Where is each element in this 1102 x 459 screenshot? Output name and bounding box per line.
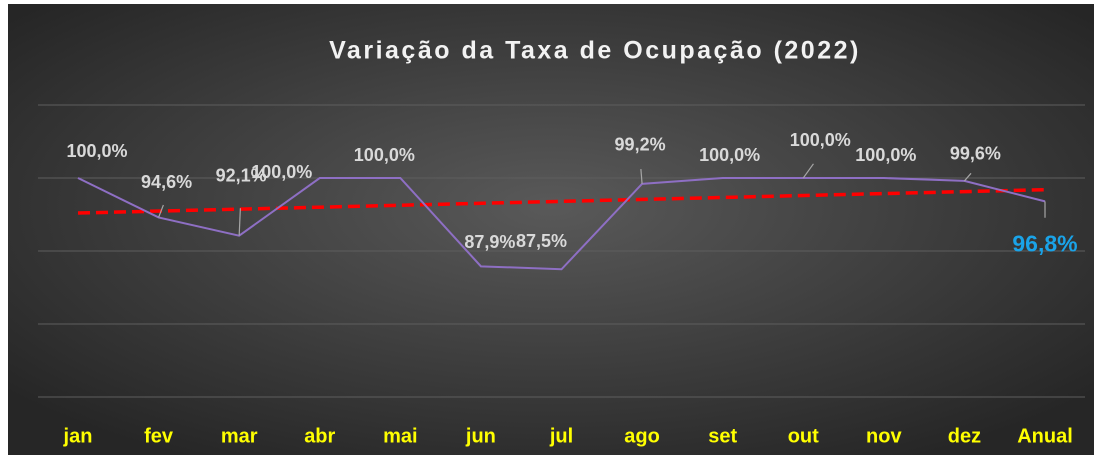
data-label: 99,2%: [615, 135, 666, 155]
x-tick-label: jul: [549, 425, 573, 447]
leader-line: [640, 168, 643, 184]
data-label: 87,9%: [464, 232, 515, 252]
leader-line: [158, 204, 164, 218]
x-tick-label: fev: [144, 425, 174, 447]
data-label: 100,0%: [790, 130, 851, 150]
x-tick-label: jun: [465, 425, 496, 447]
x-tick-label: out: [788, 425, 819, 447]
data-label: 100,0%: [855, 145, 916, 165]
data-label: 100,0%: [699, 145, 760, 165]
x-tick-label: jan: [63, 425, 93, 447]
background: [8, 4, 1094, 455]
x-tick-label: dez: [948, 425, 981, 447]
x-tick-label: nov: [866, 425, 902, 447]
data-label: 100,0%: [354, 145, 415, 165]
x-tick-label: mai: [383, 425, 417, 447]
x-tick-label: set: [708, 425, 737, 447]
data-label: 94,6%: [141, 172, 192, 192]
leader-line: [238, 208, 241, 236]
x-tick-label: ago: [624, 425, 660, 447]
x-tick-label: abr: [304, 425, 335, 447]
leader-line: [963, 172, 972, 182]
data-label: 99,6%: [950, 144, 1001, 164]
data-label: 100,0%: [251, 162, 312, 182]
data-label: 96,8%: [1012, 230, 1077, 256]
leader-line: [802, 163, 814, 179]
data-label: 92,1%: [216, 165, 267, 185]
x-tick-label: Anual: [1017, 425, 1073, 447]
data-label: 100,0%: [66, 141, 127, 161]
data-label: 87,5%: [516, 231, 567, 251]
x-tick-label: mar: [221, 425, 258, 447]
chart-title: Variação da Taxa de Ocupação (2022): [329, 37, 861, 65]
